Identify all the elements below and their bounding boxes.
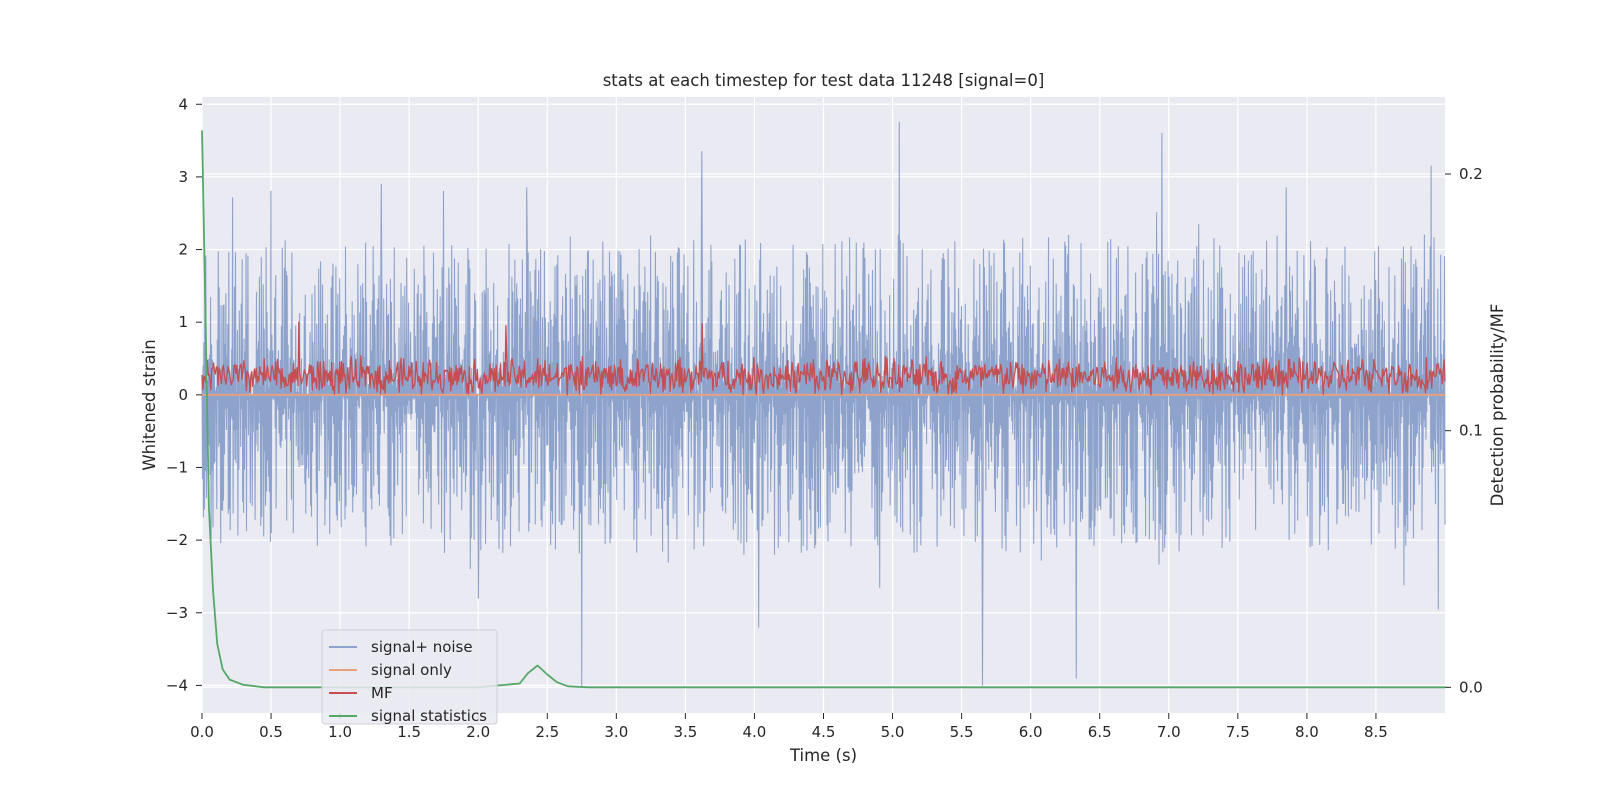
y2-tick-label: 0.2 bbox=[1459, 165, 1483, 183]
x-tick-label: 8.0 bbox=[1295, 723, 1319, 741]
y-tick-label: −3 bbox=[166, 604, 188, 622]
series-line-mf bbox=[201, 321, 1446, 396]
legend-label: MF bbox=[371, 684, 393, 702]
y-axis-label: Whitened strain bbox=[140, 339, 159, 470]
x-tick-label: 6.0 bbox=[1019, 723, 1043, 741]
x-tick-label: 3.0 bbox=[604, 723, 628, 741]
x-tick-label: 7.5 bbox=[1226, 723, 1250, 741]
y-tick-label: 3 bbox=[178, 168, 188, 186]
series-layer bbox=[201, 121, 1446, 689]
x-tick-label: 6.5 bbox=[1088, 723, 1112, 741]
y2-axis-label: Detection probability/MF bbox=[1488, 304, 1507, 507]
y-tick-label: 0 bbox=[178, 386, 188, 404]
ticks: 0.0 0.5 1.0 1.5 2.0 2.5 3.0 3.5 4.0 4.5 5.0 5.5 6.0 6… bbox=[166, 95, 1483, 741]
x-tick-label: 8.5 bbox=[1364, 723, 1388, 741]
y-tick-label: 4 bbox=[178, 95, 188, 113]
x-tick-label: 5.5 bbox=[950, 723, 974, 741]
y-tick-label: 1 bbox=[178, 313, 188, 331]
x-tick-label: 4.0 bbox=[743, 723, 767, 741]
legend-label: signal statistics bbox=[371, 707, 487, 725]
x-tick-label: 0.5 bbox=[259, 723, 283, 741]
legend: signal+ noise signal only MF signal statist… bbox=[321, 629, 498, 725]
chart-title: stats at each timestep for test data 112… bbox=[603, 71, 1045, 90]
x-tick-label: 7.0 bbox=[1157, 723, 1181, 741]
x-tick-label: 0.0 bbox=[190, 723, 214, 741]
y-tick-label: −4 bbox=[166, 676, 188, 694]
x-axis-label: Time (s) bbox=[789, 746, 857, 765]
legend-label: signal+ noise bbox=[371, 638, 473, 656]
legend-label: signal only bbox=[371, 661, 452, 679]
x-tick-label: 3.5 bbox=[673, 723, 697, 741]
x-tick-label: 2.0 bbox=[466, 723, 490, 741]
series-line-signal-noise bbox=[201, 121, 1446, 686]
x-tick-label: 2.5 bbox=[535, 723, 559, 741]
series-line-signal-statistics bbox=[201, 130, 1445, 689]
legend-box bbox=[321, 629, 498, 725]
y-tick-label: 2 bbox=[178, 241, 188, 259]
x-tick-label: 4.5 bbox=[812, 723, 836, 741]
y2-tick-label: 0.1 bbox=[1459, 422, 1483, 440]
y-tick-label: −2 bbox=[166, 531, 188, 549]
y2-tick-label: 0.0 bbox=[1459, 678, 1483, 696]
x-tick-label: 1.5 bbox=[397, 723, 421, 741]
x-tick-label: 5.0 bbox=[881, 723, 905, 741]
y-tick-label: −1 bbox=[166, 458, 188, 476]
x-tick-label: 1.0 bbox=[328, 723, 352, 741]
